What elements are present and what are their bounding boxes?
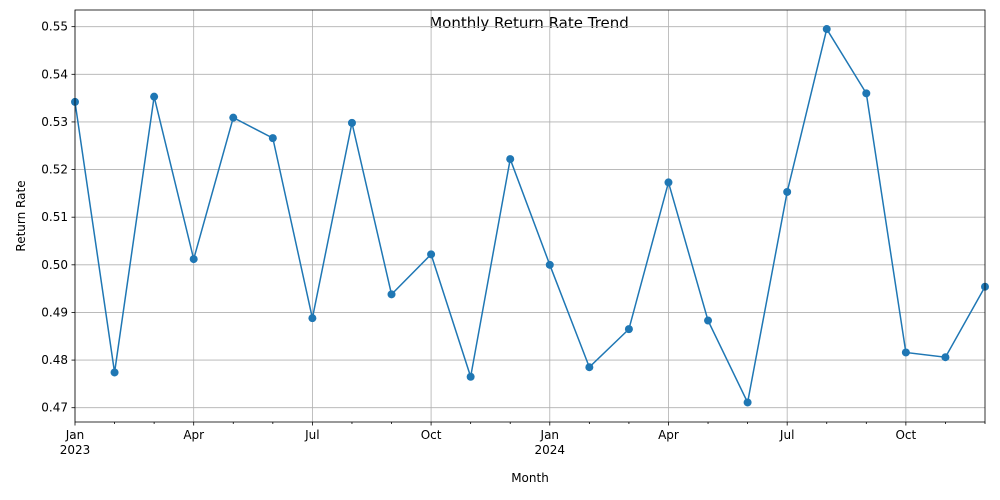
x-tick-year-label: 2024 [535,443,566,457]
data-point [704,316,713,325]
data-point [427,250,436,259]
x-tick-label: Apr [183,428,204,442]
data-point [822,25,831,34]
y-tick-label: 0.54 [41,67,68,81]
data-point [387,290,396,299]
axis-ticks: 0.470.480.490.500.510.520.530.540.55Jan2… [41,20,986,457]
data-point [189,255,198,264]
data-point [308,314,317,323]
data-point [545,260,554,269]
x-tick-label: Apr [658,428,679,442]
data-point [624,325,633,334]
series-line [74,27,986,405]
data-point [110,368,119,377]
x-tick-year-label: 2023 [60,443,91,457]
x-tick-label: Jul [304,428,319,442]
x-tick-label: Oct [895,428,916,442]
plot-frame [74,9,986,423]
data-point [783,187,792,196]
data-point [941,353,950,362]
y-tick-label: 0.48 [41,353,68,367]
series [71,25,989,407]
y-tick-label: 0.51 [41,210,68,224]
data-point [743,398,752,407]
data-point [664,178,673,187]
y-tick-label: 0.53 [41,115,68,129]
y-axis-label: Return Rate [14,180,28,251]
data-point [901,348,910,357]
x-axis-label: Month [511,471,549,485]
x-tick-label: Jul [779,428,794,442]
data-point [506,155,515,164]
y-tick-label: 0.52 [41,163,68,177]
data-point [347,118,356,127]
data-point [229,113,238,122]
y-tick-label: 0.49 [41,305,68,319]
y-tick-label: 0.47 [41,401,68,415]
chart-title: Monthly Return Rate Trend [429,14,629,32]
y-tick-label: 0.55 [41,20,68,34]
data-point [268,134,277,143]
data-point [466,372,475,381]
grid [74,10,985,422]
data-point [150,92,159,101]
data-point [585,363,594,372]
data-point [862,89,871,98]
y-tick-label: 0.50 [41,258,68,272]
x-tick-label: Oct [421,428,442,442]
x-tick-label: Jan [65,428,85,442]
x-tick-label: Jan [540,428,560,442]
